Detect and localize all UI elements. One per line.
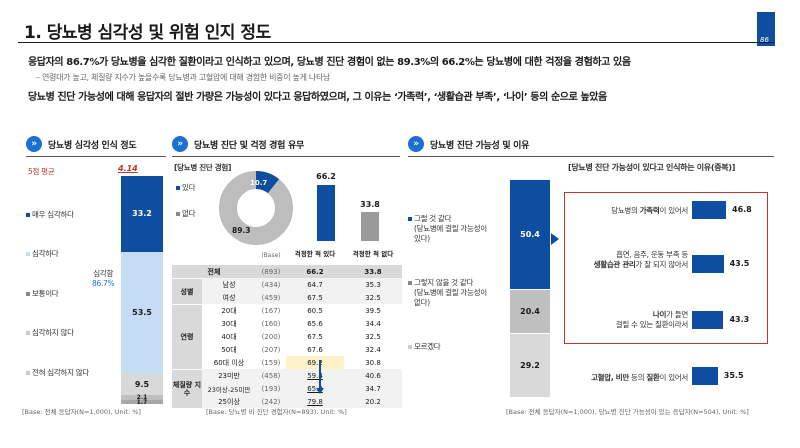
reason-bar — [692, 201, 726, 219]
severity-segment: 9.5 — [121, 373, 163, 396]
chevron-right-icon: » — [26, 136, 42, 152]
highlight-cell: 69.2 — [286, 356, 344, 369]
diagnosis-subtitle: [당뇨병 진단 경험] — [174, 163, 232, 172]
page-number: 86 — [760, 36, 769, 44]
table-row: 40대 (200) 67.5 32.5 — [221, 332, 381, 341]
reason-label-3: 나이가 들면 걸릴 수 있는 질환이라서 — [615, 310, 689, 329]
table-row: 여성 (459) 67.5 32.5 — [222, 293, 381, 302]
legend-likely: 그럴 것 같다 (당뇨병에 걸릴 가능성이 있다) — [408, 214, 488, 244]
reason-value: 46.8 — [732, 205, 752, 214]
section1-title: » 당뇨병 심각성 인식 정도 — [26, 136, 137, 152]
table-row: 23이상-25미만 (193) 65.3 34.7 — [207, 384, 381, 394]
table-row: 남성 (434) 64.7 35.3 — [222, 280, 381, 289]
legend-not-at-all: 전혀 심각하지 않다 — [26, 367, 89, 378]
possibility-segment: 29.2 — [510, 334, 550, 398]
summary-line-2: 당뇨병 진단 가능성에 대해 응답자의 절반 가량은 가능성이 있다고 응답하였… — [28, 92, 607, 103]
group-bmi: 체질량 지수 — [172, 369, 202, 408]
reason-value: 43.3 — [729, 315, 750, 324]
reason-value: 35.5 — [723, 371, 744, 380]
reason-title: [당뇨병 진단 가능성이 있다고 인식하는 이유(중복)] — [568, 163, 736, 172]
table-row: 50대 (207) 67.6 32.4 — [221, 345, 381, 354]
legend-unknown: 모르겠다 — [408, 341, 441, 352]
group-age: 연령 — [172, 304, 202, 369]
chevron-right-icon: » — [408, 136, 424, 152]
severity-stacked-bar: 33.2 53.5 9.5 2.1 1.7 — [121, 176, 163, 406]
reason-label-2: 흡연, 음주, 운동 부족 등 생활습관 관리가 잘 되지 않아서 — [593, 250, 689, 269]
legend-unlikely: 그렇지 않을 것 같다 (당뇨병에 걸릴 가능성이 없다) — [408, 278, 488, 308]
diagnosis-donut — [219, 171, 293, 245]
section2-rule — [172, 156, 400, 157]
table-row: 60대 이상 (159) 69.2 30.8 — [202, 356, 402, 369]
section3-rule — [408, 156, 774, 157]
group-gender: 성별 — [172, 278, 202, 304]
worry-yes-bar — [317, 185, 335, 241]
possibility-segment: 20.4 — [510, 289, 550, 335]
donut-slice-yes — [219, 171, 293, 245]
col-base: (Base) — [261, 251, 281, 259]
avg-value: 4.14 — [118, 164, 138, 173]
title-rule — [18, 42, 774, 43]
page-tab — [757, 12, 775, 46]
donut-no-label: 89.3 — [232, 226, 251, 235]
trend-arrow-icon — [316, 388, 324, 394]
legend-serious: 심각하다 — [26, 248, 59, 259]
severity-segment: 2.1 — [121, 394, 163, 401]
col-worry-no: 걱정한 적 없다 — [352, 250, 394, 259]
chevron-right-icon: » — [172, 136, 188, 152]
section3-base: [Base: 전체 응답자(N=1,000), 당뇨병 진단 가능성이 있는 응… — [506, 408, 749, 416]
table-row: 전체 (893) 66.2 33.8 — [172, 265, 402, 278]
donut-yes-label: 10.7 — [250, 179, 268, 187]
avg-label: 5점 평균 — [28, 167, 55, 176]
section2-title: » 당뇨병 진단 및 걱정 경험 유무 — [172, 136, 304, 152]
reason-bar — [692, 367, 718, 385]
worry-table: (Base) 걱정한 적 있다 걱정한 적 없다 — [172, 246, 402, 264]
table-row: 30대 (160) 65.6 34.4 — [221, 319, 381, 328]
trend-arrow-line — [319, 360, 321, 390]
reason-bar — [692, 255, 724, 273]
section3-title-text: 당뇨병 진단 가능성 및 이유 — [430, 140, 530, 151]
section2-base: [Base: 당뇨병 비 진단 경험자(N=893), Unit: %] — [206, 408, 347, 416]
legend-very-serious: 매우 심각하다 — [26, 209, 74, 220]
reason-value: 43.5 — [729, 259, 750, 268]
legend-normal: 보통이다 — [26, 288, 59, 299]
reason-bar — [692, 311, 724, 329]
possibility-segment: 50.4 — [510, 180, 550, 290]
section1-rule — [26, 156, 166, 157]
legend-yes: 있다 — [176, 182, 196, 193]
section1-title-text: 당뇨병 심각성 인식 정도 — [48, 140, 137, 151]
severity-segment: 33.2 — [121, 176, 163, 252]
reason-label-4: 고혈압, 비만 등의 질환이 있어서 — [591, 373, 688, 382]
reason-highlight-box — [564, 192, 768, 344]
serious-sum-label: 심각함 86.7% — [92, 269, 115, 288]
legend-no: 없다 — [176, 208, 196, 219]
severity-segment: 1.7 — [121, 399, 163, 406]
severity-segment: 53.5 — [121, 251, 163, 374]
worry-no-value: 33.8 — [360, 200, 380, 209]
summary-subline: – 연령대가 높고, 체질량 지수가 높을수록 당뇨병과 고혈압에 대해 경험한… — [36, 73, 331, 82]
worry-table-body: 전체 (893) 66.2 33.8 성별 남성 (434) 64.7 35.3 여성… — [172, 265, 402, 408]
table-row: 23미만 (458) 59.4 40.6 — [218, 371, 381, 380]
col-worry-yes: 걱정한 적 있다 — [294, 250, 336, 259]
table-row: 25이상 (242) 79.8 20.2 — [218, 397, 381, 406]
section1-base: [Base: 전체 응답자(N=1,000), Unit: %] — [22, 408, 141, 416]
worry-yes-value: 66.2 — [316, 172, 336, 181]
page-title: 1. 당뇨병 심각성 및 위험 인지 정도 — [24, 23, 271, 43]
arrow-right-icon — [551, 233, 559, 245]
section2-title-text: 당뇨병 진단 및 걱정 경험 유무 — [194, 140, 304, 151]
legend-not-serious: 심각하지 않다 — [26, 327, 74, 338]
worry-no-bar — [361, 212, 379, 241]
section3-title: » 당뇨병 진단 가능성 및 이유 — [408, 136, 529, 152]
summary-line-1: 응답자의 86.7%가 당뇨병을 심각한 질환이라고 인식하고 있으며, 당뇨병… — [28, 57, 631, 68]
possibility-stacked-bar: 50.4 20.4 29.2 — [510, 180, 550, 398]
reason-label-1: 당뇨병의 가족력이 있어서 — [611, 206, 688, 215]
table-row: 20대 (167) 60.5 39.5 — [221, 306, 381, 315]
